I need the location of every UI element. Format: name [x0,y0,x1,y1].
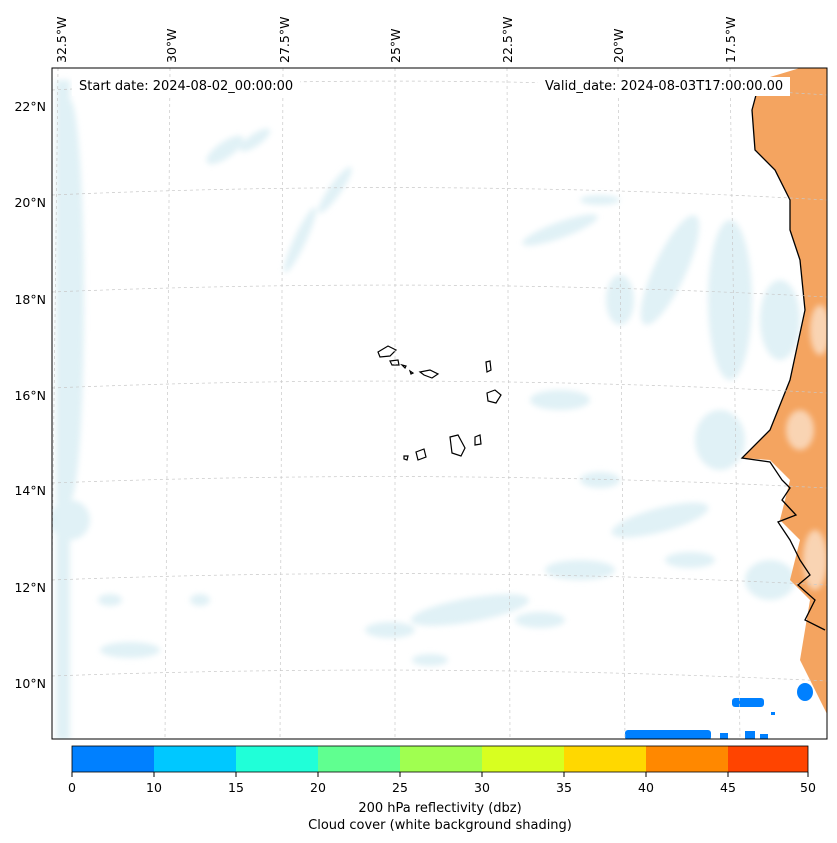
colorbar-label-cloud-cover: Cloud cover (white background shading) [308,818,572,833]
colorbar-tick-label: 50 [800,780,816,795]
colorbar-bin [564,746,646,772]
valid-date-label: Valid_date: 2024-08-03T17:00:00.00 [538,77,791,96]
lon-label: 22.5°W [500,17,515,63]
lon-label: 20°W [611,28,626,63]
colorbar-tick-label: 15 [228,780,244,795]
reflectivity-echoes [625,683,813,739]
colorbar-bin [318,746,400,772]
colorbar-bin [482,746,564,772]
lat-label: 14°N [14,483,46,498]
lat-label: 22°N [14,99,46,114]
start-date-label: Start date: 2024-08-02_00:00:00 [72,77,301,96]
colorbar-bin [236,746,318,772]
lon-label: 32.5°W [54,17,69,63]
lon-label: 17.5°W [723,17,738,63]
colorbar: 0 10 15 20 25 30 35 40 45 50 [68,745,816,795]
colorbar-tick-label: 20 [310,780,326,795]
colorbar-bin [728,746,808,772]
lat-label: 20°N [14,195,46,210]
lon-labels: 32.5°W 30°W 27.5°W 25°W 22.5°W 20°W 17.5… [54,17,738,63]
colorbar-tick-label: 35 [556,780,572,795]
colorbar-bin [646,746,728,772]
lat-labels: 22°N 20°N 18°N 16°N 14°N 12°N 10°N [14,99,46,691]
colorbar-tick-label: 10 [146,780,162,795]
cape-verde-islands [377,345,502,461]
colorbar-bin [72,746,154,772]
lon-label: 30°W [164,28,179,63]
colorbar-tick-label: 25 [392,780,408,795]
cloud-cover-layer [52,80,800,739]
map-frame [51,67,828,740]
map-background [52,68,827,739]
lat-label: 16°N [14,388,46,403]
colorbar-tick-label: 40 [638,780,654,795]
colorbar-label-reflectivity: 200 hPa reflectivity (dbz) [358,801,522,816]
colorbar-tick-label: 45 [720,780,736,795]
colorbar-bin [400,746,482,772]
colorbar-tick-label: 0 [68,780,76,795]
lat-label: 12°N [14,580,46,595]
lat-label: 10°N [14,676,46,691]
lon-label: 27.5°W [277,17,292,63]
colorbar-bin [154,746,236,772]
colorbar-tick-label: 30 [474,780,490,795]
lon-label: 25°W [388,28,403,63]
coastline-africa [740,79,826,631]
lat-label: 18°N [14,292,46,307]
